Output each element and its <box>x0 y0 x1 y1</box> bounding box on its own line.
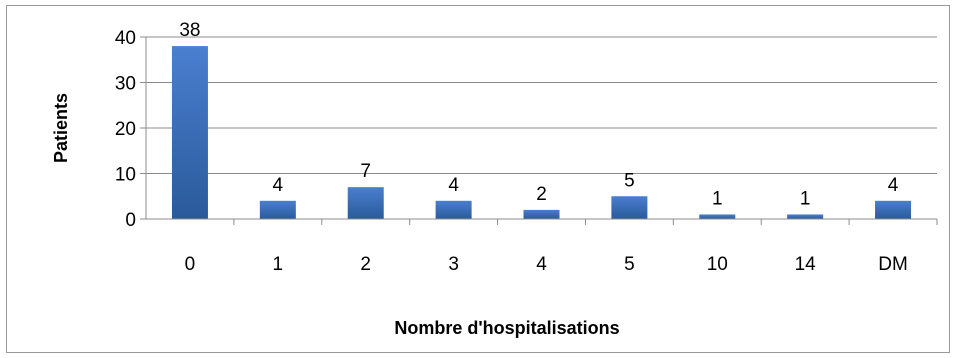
bar-4 <box>523 209 560 219</box>
x-tick-label: 1 <box>273 254 284 275</box>
x-tick-label: 0 <box>185 254 196 275</box>
bar-DM <box>875 200 912 219</box>
x-tick-label: 14 <box>795 254 817 275</box>
x-tick-label: 5 <box>624 254 635 275</box>
x-tick-label: 10 <box>707 254 728 275</box>
axes <box>140 36 938 225</box>
y-tick-label: 20 <box>115 119 136 140</box>
x-tick-label: DM <box>878 254 908 275</box>
data-label: 4 <box>273 175 284 196</box>
bar-5 <box>611 196 648 219</box>
bar-10 <box>699 214 736 219</box>
data-label: 4 <box>448 175 459 196</box>
y-tick-label: 40 <box>115 28 136 49</box>
x-axis-title: Nombre d'hospitalisations <box>394 318 619 338</box>
data-label: 5 <box>624 170 635 191</box>
y-tick-label: 0 <box>125 210 136 231</box>
bar-0 <box>171 46 208 219</box>
bars <box>171 46 912 219</box>
x-tick-label: 3 <box>448 254 459 275</box>
y-axis-title: Patients <box>51 93 71 163</box>
bar-3 <box>435 200 472 219</box>
chart-frame <box>6 5 950 353</box>
data-label: 4 <box>888 175 899 196</box>
y-tick-label: 10 <box>115 165 136 186</box>
data-label: 7 <box>360 161 371 182</box>
bar-14 <box>787 214 824 219</box>
data-label: 2 <box>536 184 547 205</box>
x-tick-label: 2 <box>360 254 371 275</box>
x-tick-label: 4 <box>536 254 547 275</box>
y-tick-label: 30 <box>115 74 136 95</box>
bar-2 <box>347 187 384 219</box>
data-label: 1 <box>712 188 723 209</box>
data-label: 38 <box>179 20 200 41</box>
gridlines <box>146 36 937 174</box>
data-label: 1 <box>800 188 811 209</box>
bar-1 <box>259 200 296 219</box>
